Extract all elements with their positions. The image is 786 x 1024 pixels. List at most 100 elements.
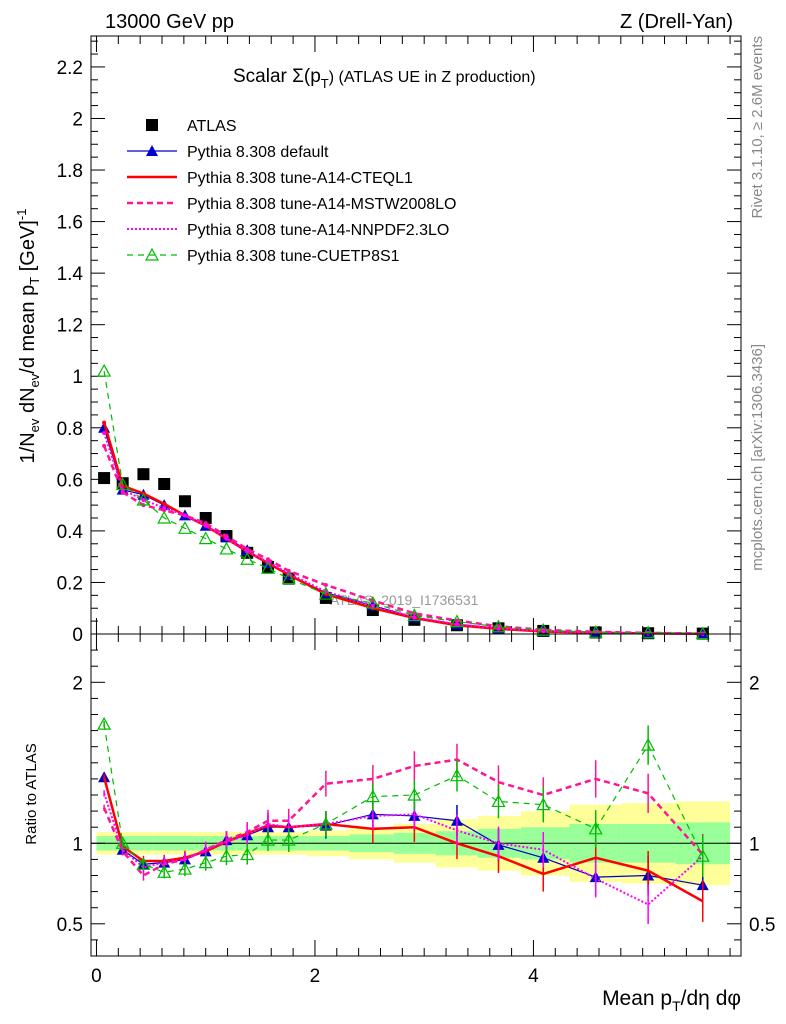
- cuetp8s1-marker: [260, 832, 275, 846]
- series-pythia-8-308-tune-cuetp8s1: [97, 363, 710, 640]
- ylabel-c: dN: [17, 387, 39, 418]
- cuetp8s1-marker: [115, 836, 130, 849]
- legend-label: Pythia 8.308 tune-CUETP8S1: [187, 248, 400, 265]
- cuetp8s1-marker: [365, 595, 380, 609]
- cuetp8s1-marker: [177, 521, 192, 534]
- x-axis-label: Mean pT/dη dφ: [602, 987, 741, 1014]
- series-line: [103, 370, 703, 635]
- cuetp8s1-marker: [491, 794, 506, 808]
- legend-entry-pythia-8-308-default: Pythia 8.308 default: [127, 144, 329, 161]
- x-tick-label: 2: [310, 966, 321, 987]
- header-left: 13000 GeV pp: [105, 11, 234, 33]
- legend-label: Pythia 8.308 tune-A14-NNPDF2.3LO: [187, 222, 449, 239]
- ratio-series-pythia-8-308-tune-cuetp8s1: [97, 716, 710, 879]
- ratio-frame: [90, 633, 742, 957]
- cuetp8s1-marker: [177, 861, 192, 875]
- cuetp8s1-marker: [536, 797, 551, 811]
- cuetp8s1-marker: [157, 865, 172, 878]
- cuetp8s1-marker: [407, 787, 422, 801]
- ylabel-e: /d mean p: [17, 285, 39, 374]
- cuetp8s1-marker: [219, 541, 234, 555]
- pythia-8-308-tune-a14-cteql1-marker: [102, 420, 107, 425]
- main-series: [97, 363, 710, 640]
- cuetp8s1-marker: [240, 551, 255, 565]
- cuetp8s1-marker: [198, 855, 213, 869]
- cuetp8s1-marker: [219, 848, 234, 862]
- pythia-8-308-tune-a14-nnpdf2-3lo-marker: [245, 549, 250, 554]
- legend-entry-pythia-8-308-tune-a14-mstw2008lo: Pythia 8.308 tune-A14-MSTW2008LO: [127, 196, 456, 213]
- main-panel: 0 0.2 0.4 0.6 0.8 1 1.2 1.4 1.6 1.8 2 2.2 Scalar Σ(…: [57, 35, 742, 646]
- cuetp8s1-marker: [115, 477, 130, 491]
- cuetp8s1-marker: [144, 247, 160, 261]
- ylabel-b: ev: [27, 418, 42, 432]
- xlabel-b: T: [672, 998, 681, 1014]
- legend: ATLAS Pythia 8.308 default Pythia 8.308 tu…: [127, 118, 456, 265]
- legend-label: Pythia 8.308 tune-A14-CTEQL1: [187, 170, 413, 187]
- main-y-tick-label: 1.4: [57, 264, 84, 285]
- cuetp8s1-marker: [97, 716, 112, 730]
- ratio-panel: 0.5 0.5 1 1 2 2 0 2 4: [57, 633, 775, 987]
- ylabel-f: T: [27, 277, 42, 285]
- pythia-8-308-tune-a14-mstw2008lo-marker: [323, 583, 328, 588]
- cuetp8s1-marker: [157, 510, 172, 524]
- legend-label: ATLAS: [187, 118, 237, 135]
- cuetp8s1-marker: [641, 625, 656, 639]
- xlabel-c: /dη dφ: [681, 987, 741, 1010]
- cuetp8s1-marker: [588, 821, 603, 835]
- ylabel-d: ev: [27, 373, 42, 387]
- cuetp8s1-marker: [318, 816, 333, 830]
- pythia-8-308-tune-a14-nnpdf2-3lo-marker: [412, 615, 417, 620]
- title-sub: T: [321, 76, 329, 91]
- pythia-8-308-tune-a14-nnpdf2-3lo-marker: [224, 536, 229, 541]
- default-marker: [146, 145, 158, 156]
- ratio-x-ticks: [95, 634, 731, 956]
- pythia-8-308-tune-a14-nnpdf2-3lo-marker: [102, 430, 107, 435]
- cuetp8s1-marker: [695, 626, 710, 640]
- main-y-tick-label: 1.6: [57, 213, 83, 234]
- legend-entry-pythia-8-308-tune-a14-cteql1: Pythia 8.308 tune-A14-CTEQL1: [127, 170, 413, 187]
- pythia-8-308-tune-a14-mstw2008lo-marker: [102, 443, 107, 448]
- ratio-series: [97, 716, 710, 925]
- title-tail: ) (ATLAS UE in Z production): [329, 69, 536, 86]
- cuetp8s1-marker: [240, 847, 255, 861]
- main-y-tick-label: 0.8: [57, 419, 83, 440]
- ratio-y-tick-label: 1: [72, 834, 83, 855]
- ratio-ylabel: Ratio to ATLAS: [23, 743, 40, 844]
- pythia-8-308-tune-a14-nnpdf2-3lo-marker: [496, 626, 501, 631]
- atlas-point: [158, 477, 171, 490]
- cuetp8s1-marker: [641, 737, 656, 751]
- cuetp8s1-marker: [318, 586, 333, 600]
- title-main: Scalar Σ(p: [233, 66, 321, 87]
- pythia-8-308-tune-a14-nnpdf2-3lo-marker: [203, 523, 208, 528]
- main-y-tick-label: 1.2: [57, 316, 83, 337]
- main-y-tick-label: 2.2: [57, 58, 83, 79]
- cuetp8s1-marker: [97, 363, 112, 377]
- atlas-point: [137, 468, 150, 481]
- x-tick-label: 4: [528, 966, 539, 987]
- main-y-tick-label: 1.8: [57, 161, 83, 182]
- ylabel-a: 1/N: [17, 432, 39, 463]
- ratio-y-tick-label-right: 0.5: [749, 915, 775, 936]
- cuetp8s1-marker: [407, 608, 422, 622]
- legend-entry-pythia-8-308-tune-a14-nnpdf2-3lo: Pythia 8.308 tune-A14-NNPDF2.3LO: [127, 222, 449, 239]
- ratio-y-tick-label: 2: [72, 673, 83, 694]
- x-tick-label: 0: [91, 966, 102, 987]
- cuetp8s1-marker: [588, 625, 603, 638]
- atlas-point: [146, 119, 158, 131]
- main-y-tick-label: 0.2: [57, 573, 83, 594]
- main-y-tick-label: 1: [72, 367, 83, 388]
- legend-entry-atlas: ATLAS: [146, 118, 237, 135]
- cuetp8s1-marker: [449, 614, 464, 628]
- atlas-point: [98, 472, 111, 485]
- main-y-tick-label: 0: [72, 625, 83, 646]
- ylabel-h: -1: [14, 209, 29, 221]
- legend-label: Pythia 8.308 default: [187, 144, 329, 161]
- mcplots-label: mcplots.cern.ch [arXiv:1306.3436]: [749, 344, 766, 571]
- ylabel-g: [GeV]: [17, 220, 39, 277]
- cuetp8s1-marker: [281, 832, 296, 846]
- ratio-y-tick-label: 0.5: [57, 915, 83, 936]
- cuetp8s1-marker: [365, 789, 380, 803]
- cuetp8s1-marker: [491, 619, 506, 633]
- pythia-8-308-tune-a14-cteql1-marker: [162, 501, 167, 506]
